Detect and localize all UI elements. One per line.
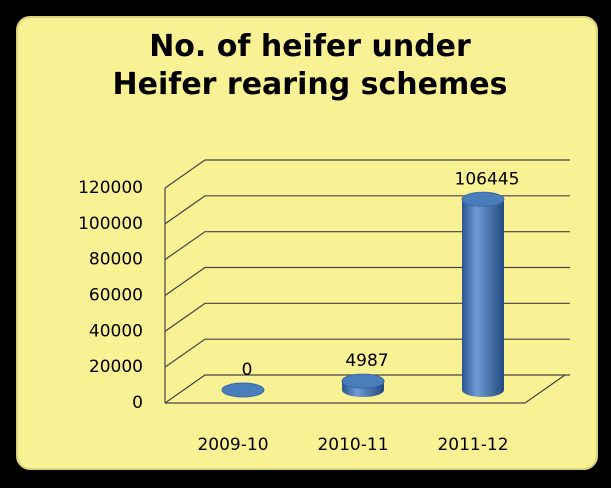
bar-part xyxy=(461,191,505,207)
bar xyxy=(461,191,505,397)
grid-line xyxy=(164,159,570,189)
grid-line xyxy=(164,338,570,368)
grid-line xyxy=(164,374,570,404)
bar-part xyxy=(221,382,265,398)
x-tick-label: 2009-10 xyxy=(197,435,268,455)
bar xyxy=(341,373,385,397)
grid-line xyxy=(164,302,570,332)
data-label: 4987 xyxy=(345,351,388,371)
data-label: 106445 xyxy=(455,169,520,189)
bar-part xyxy=(341,373,385,389)
x-tick-label: 2011-12 xyxy=(437,435,508,455)
bar xyxy=(221,382,265,398)
y-tick-label: 100000 xyxy=(78,214,143,234)
grid-line xyxy=(164,231,570,261)
grid-line xyxy=(164,266,570,296)
y-tick-label: 20000 xyxy=(89,357,143,377)
chart-title: No. of heifer under Heifer rearing schem… xyxy=(112,29,508,102)
y-tick-label: 80000 xyxy=(89,250,143,270)
floor xyxy=(165,374,566,404)
grid-line xyxy=(164,195,570,225)
x-tick-label: 2010-11 xyxy=(317,435,388,455)
data-label: 0 xyxy=(242,360,253,380)
y-tick-label: 60000 xyxy=(89,286,143,306)
y-tick-label: 0 xyxy=(132,393,143,413)
y-tick-label: 40000 xyxy=(89,321,143,341)
y-tick-label: 120000 xyxy=(78,178,143,198)
bar-part xyxy=(462,199,504,397)
